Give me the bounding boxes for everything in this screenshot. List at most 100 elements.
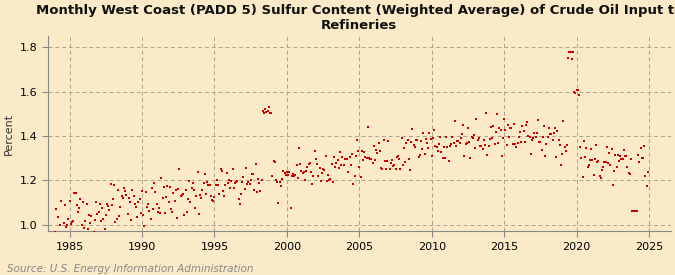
Point — [337, 155, 348, 159]
Point — [508, 142, 518, 147]
Point — [148, 181, 159, 186]
Point — [470, 146, 481, 150]
Point — [564, 50, 575, 54]
Point — [142, 205, 153, 209]
Point — [78, 200, 88, 205]
Point — [450, 119, 460, 123]
Point — [168, 191, 179, 196]
Point — [271, 178, 281, 183]
Point — [157, 196, 168, 200]
Point — [422, 141, 433, 145]
Point — [375, 149, 385, 153]
Point — [569, 89, 580, 94]
Point — [330, 165, 341, 169]
Point — [314, 165, 325, 170]
Point — [280, 173, 291, 177]
Point — [630, 209, 641, 213]
Point — [505, 126, 516, 131]
Point — [97, 206, 107, 210]
Point — [318, 167, 329, 172]
Point — [171, 188, 182, 192]
Point — [558, 119, 569, 123]
Point — [309, 149, 320, 154]
Point — [533, 117, 543, 122]
Point — [633, 153, 644, 157]
Point — [458, 123, 468, 127]
Point — [165, 207, 176, 212]
Point — [236, 192, 246, 197]
Point — [494, 126, 505, 130]
Point — [373, 141, 384, 145]
Point — [410, 138, 421, 142]
Point — [64, 199, 75, 204]
Point — [370, 158, 381, 163]
Point — [429, 128, 439, 133]
Point — [145, 217, 156, 221]
Point — [582, 164, 593, 169]
Point — [517, 124, 528, 128]
Point — [113, 214, 124, 219]
Point — [612, 153, 623, 158]
Point — [502, 142, 512, 147]
Point — [413, 155, 424, 159]
Point — [623, 171, 634, 175]
Point — [568, 50, 578, 54]
Point — [240, 166, 251, 170]
Point — [188, 180, 198, 185]
Point — [491, 112, 502, 117]
Point — [336, 163, 347, 167]
Point — [308, 174, 319, 178]
Point — [437, 156, 448, 160]
Point — [207, 198, 217, 202]
Point — [327, 180, 338, 184]
Point — [119, 189, 130, 193]
Point — [295, 162, 306, 166]
Point — [519, 139, 530, 144]
Point — [219, 194, 230, 198]
Point — [606, 147, 617, 151]
Point — [610, 152, 621, 157]
Point — [69, 191, 80, 195]
Point — [263, 105, 274, 109]
Point — [335, 150, 346, 155]
Point — [115, 205, 126, 210]
Point — [92, 212, 103, 216]
Point — [565, 50, 576, 55]
Point — [346, 163, 356, 167]
Point — [306, 170, 317, 174]
Point — [109, 183, 119, 187]
Point — [581, 146, 592, 150]
Point — [62, 223, 73, 227]
Point — [627, 209, 638, 213]
Point — [479, 143, 490, 148]
Point — [68, 219, 79, 224]
Point — [319, 168, 330, 173]
Point — [611, 165, 622, 169]
Point — [435, 134, 446, 139]
Point — [203, 183, 214, 187]
Point — [150, 190, 161, 194]
Point — [261, 110, 272, 115]
Point — [50, 229, 61, 234]
Point — [296, 169, 307, 174]
Point — [290, 173, 301, 177]
Point — [402, 138, 413, 142]
Point — [234, 202, 245, 206]
Point — [541, 142, 552, 147]
Point — [249, 188, 260, 193]
Point — [52, 214, 63, 219]
Point — [472, 138, 483, 142]
Point — [110, 220, 121, 224]
Point — [587, 158, 598, 162]
Point — [199, 172, 210, 176]
Point — [477, 147, 488, 151]
Text: Source: U.S. Energy Information Administration: Source: U.S. Energy Information Administ… — [7, 264, 253, 274]
Point — [557, 152, 568, 156]
Point — [192, 169, 203, 174]
Point — [605, 163, 616, 167]
Point — [535, 139, 546, 144]
Point — [443, 159, 454, 163]
Point — [376, 166, 387, 170]
Point — [180, 188, 191, 192]
Point — [246, 172, 257, 176]
